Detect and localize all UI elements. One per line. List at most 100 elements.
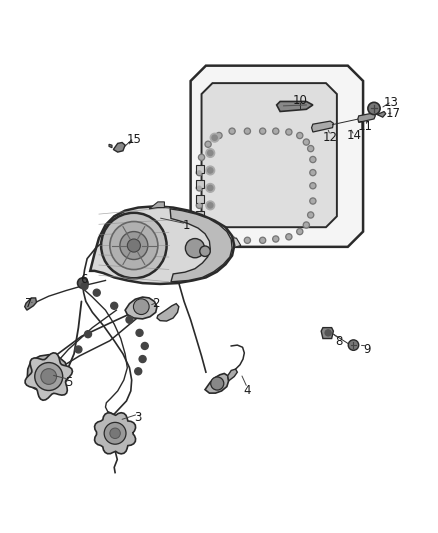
Text: 6: 6 (80, 273, 88, 286)
Circle shape (310, 183, 316, 189)
Circle shape (110, 222, 158, 270)
Circle shape (244, 237, 251, 244)
Circle shape (111, 302, 118, 309)
Circle shape (208, 150, 213, 156)
Polygon shape (27, 354, 67, 391)
Circle shape (311, 171, 314, 174)
FancyBboxPatch shape (196, 211, 204, 219)
Circle shape (208, 185, 213, 190)
Circle shape (81, 282, 88, 289)
Circle shape (303, 222, 309, 228)
Circle shape (246, 130, 249, 133)
Text: 2: 2 (152, 297, 159, 310)
Circle shape (311, 158, 314, 161)
Text: 8: 8 (336, 335, 343, 348)
Circle shape (206, 166, 215, 175)
Circle shape (196, 185, 202, 191)
Polygon shape (201, 83, 337, 227)
FancyBboxPatch shape (196, 180, 204, 188)
Circle shape (216, 133, 222, 139)
Polygon shape (205, 374, 229, 393)
Polygon shape (277, 101, 313, 111)
Circle shape (120, 231, 148, 260)
Circle shape (110, 428, 120, 439)
Circle shape (75, 346, 82, 353)
Circle shape (139, 356, 146, 362)
Text: 4: 4 (244, 384, 251, 398)
Circle shape (307, 146, 314, 152)
Circle shape (310, 198, 316, 204)
Circle shape (274, 130, 278, 133)
Polygon shape (90, 206, 234, 284)
Circle shape (208, 168, 213, 173)
Polygon shape (377, 111, 386, 117)
Circle shape (217, 235, 221, 239)
Circle shape (311, 184, 314, 188)
Circle shape (304, 223, 308, 227)
Circle shape (198, 154, 205, 160)
Text: 15: 15 (127, 133, 141, 147)
Circle shape (311, 199, 314, 203)
Circle shape (206, 149, 215, 157)
Circle shape (246, 239, 249, 242)
Polygon shape (204, 238, 241, 249)
Circle shape (216, 234, 222, 240)
Circle shape (287, 130, 290, 134)
Circle shape (273, 128, 279, 134)
Circle shape (348, 340, 359, 350)
Circle shape (229, 236, 235, 243)
Circle shape (230, 130, 234, 133)
Circle shape (135, 368, 142, 375)
Text: 10: 10 (292, 94, 307, 107)
Circle shape (368, 102, 380, 115)
Circle shape (244, 128, 251, 134)
Circle shape (217, 134, 221, 138)
Polygon shape (157, 304, 179, 321)
Circle shape (185, 239, 205, 258)
Circle shape (303, 139, 309, 145)
Text: 14: 14 (347, 129, 362, 142)
Circle shape (85, 330, 92, 338)
Circle shape (78, 278, 88, 288)
Circle shape (196, 220, 202, 226)
Circle shape (260, 128, 266, 134)
Text: 9: 9 (364, 343, 371, 356)
Circle shape (208, 203, 213, 208)
Circle shape (273, 236, 279, 242)
Polygon shape (25, 353, 72, 400)
Text: 12: 12 (323, 131, 338, 144)
Circle shape (126, 316, 133, 323)
Circle shape (260, 237, 266, 244)
Circle shape (261, 130, 265, 133)
Polygon shape (191, 66, 363, 247)
Circle shape (261, 239, 265, 242)
Polygon shape (113, 142, 125, 152)
Circle shape (198, 171, 201, 174)
Circle shape (325, 330, 331, 336)
Circle shape (205, 229, 211, 236)
Circle shape (211, 377, 224, 390)
Circle shape (298, 230, 301, 233)
Circle shape (41, 369, 57, 384)
Circle shape (200, 246, 210, 256)
Circle shape (309, 147, 312, 150)
Circle shape (229, 128, 235, 134)
Circle shape (136, 329, 143, 336)
Circle shape (200, 156, 203, 159)
Polygon shape (125, 297, 157, 319)
Text: 11: 11 (358, 120, 373, 133)
Circle shape (310, 169, 316, 176)
Circle shape (101, 213, 166, 278)
Circle shape (307, 212, 314, 218)
Polygon shape (95, 413, 136, 454)
Polygon shape (149, 202, 164, 209)
Circle shape (286, 234, 292, 240)
Circle shape (297, 133, 303, 139)
Circle shape (196, 203, 202, 208)
Polygon shape (170, 209, 232, 282)
Circle shape (134, 299, 149, 314)
Circle shape (196, 169, 202, 176)
Circle shape (198, 221, 201, 224)
Circle shape (206, 231, 210, 234)
Text: 17: 17 (386, 107, 401, 120)
